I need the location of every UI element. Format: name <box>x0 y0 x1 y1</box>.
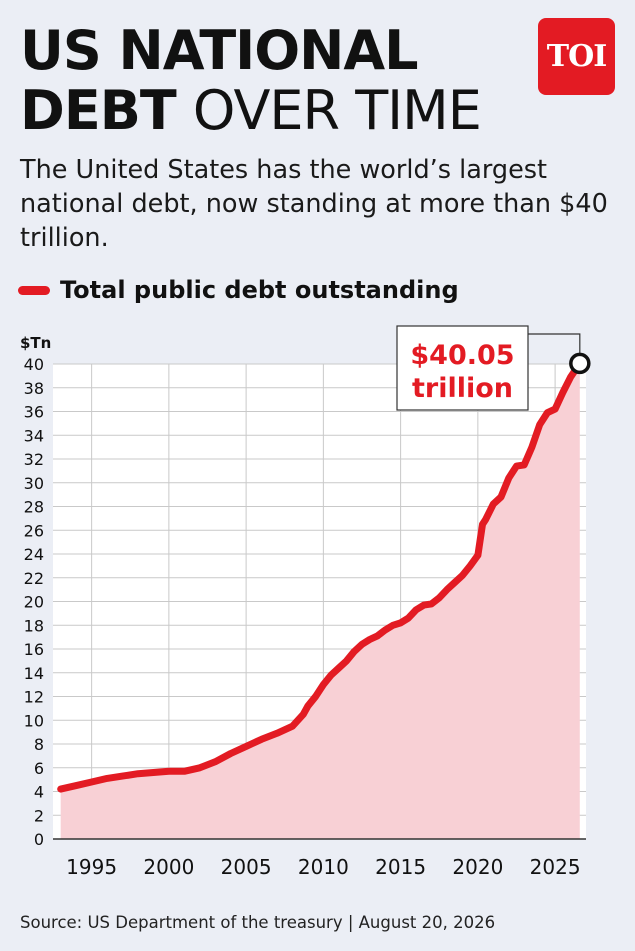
y-tick-label: 20 <box>24 593 44 612</box>
y-tick-label: 8 <box>34 735 44 754</box>
y-tick-label: 14 <box>24 664 44 683</box>
y-tick-label: 34 <box>24 426 44 445</box>
page-title-bold-word: DEBT <box>20 79 177 142</box>
x-tick-label: 1995 <box>66 855 117 879</box>
y-axis-label: $Tn <box>20 334 51 352</box>
legend-label: Total public debt outstanding <box>60 276 459 304</box>
y-tick-label: 26 <box>24 521 44 540</box>
y-tick-label: 32 <box>24 450 44 469</box>
x-tick-label: 2015 <box>375 855 426 879</box>
y-tick-label: 16 <box>24 640 44 659</box>
legend-swatch <box>18 285 50 295</box>
source-note: Source: US Department of the treasury | … <box>20 913 496 932</box>
title-block: US NATIONAL DEBT OVER TIME <box>20 19 482 138</box>
x-tick-label: 2010 <box>298 855 349 879</box>
page-title-line2: DEBT OVER TIME <box>20 84 482 138</box>
legend: Total public debt outstanding <box>18 276 459 304</box>
x-tick-label: 2025 <box>530 855 581 879</box>
y-tick-label: 4 <box>34 783 44 802</box>
y-tick-label: 36 <box>24 403 44 422</box>
y-tick-label: 6 <box>34 759 44 778</box>
annotation-box <box>396 325 529 411</box>
x-tick-label: 2000 <box>143 855 194 879</box>
y-tick-label: 24 <box>24 545 44 564</box>
y-tick-label: 2 <box>34 806 44 825</box>
annotation-unit: trillion <box>412 373 513 404</box>
page-title-line1: US NATIONAL <box>20 19 419 82</box>
x-tick-label: 2020 <box>452 855 503 879</box>
y-tick-label: 10 <box>24 711 44 730</box>
annotation-value: $40.05 <box>410 340 514 371</box>
series-area <box>60 363 580 839</box>
y-tick-label: 28 <box>24 498 44 517</box>
page-title-rest: OVER TIME <box>192 79 482 142</box>
y-tick-label: 0 <box>34 830 44 849</box>
toi-logo: TOI <box>538 18 615 95</box>
y-tick-label: 12 <box>24 688 44 707</box>
y-tick-label: 18 <box>24 616 44 635</box>
y-tick-label: 38 <box>24 379 44 398</box>
y-tick-label: 40 <box>24 355 44 374</box>
y-tick-label: 22 <box>24 569 44 588</box>
y-tick-label: 30 <box>24 474 44 493</box>
annotated-point-marker <box>569 352 591 375</box>
series-line <box>57 359 584 793</box>
annotation-leader <box>528 333 581 354</box>
x-tick-label: 2005 <box>221 855 272 879</box>
subtitle: The United States has the world’s larges… <box>20 155 608 253</box>
